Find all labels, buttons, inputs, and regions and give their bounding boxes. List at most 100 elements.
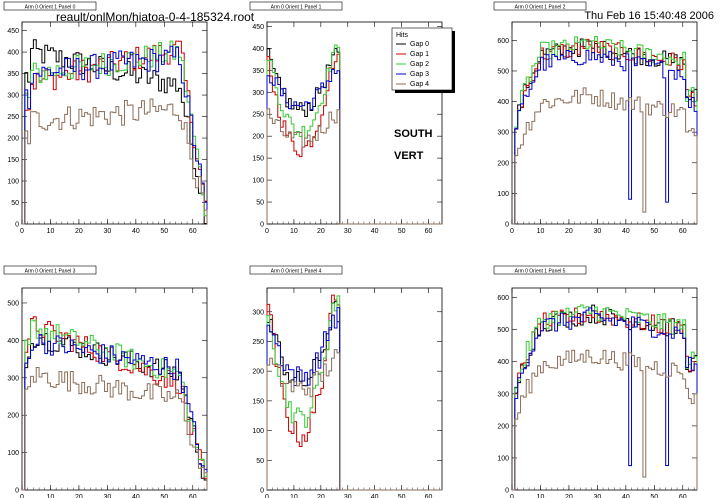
x-tick-label: 60	[679, 228, 687, 235]
y-tick-label: 200	[7, 136, 19, 143]
x-tick-label: 10	[47, 228, 55, 235]
y-tick-label: 250	[252, 339, 264, 346]
y-tick-label: 0	[260, 222, 264, 229]
panel-title: Arm 0 Orient 1 Panel 0	[25, 5, 76, 11]
legend-entry: Gap 2	[410, 61, 429, 68]
x-tick-label: 0	[510, 494, 514, 498]
y-tick-label: 500	[7, 300, 19, 307]
y-tick-label: 150	[252, 156, 264, 163]
panel-title-box	[249, 1, 343, 11]
x-tick-label: 50	[160, 228, 168, 235]
series-gap-0	[22, 333, 208, 491]
arm-label-south: SOUTH	[394, 128, 433, 140]
legend-entry: Gap 0	[410, 41, 429, 48]
timestamp: Thu Feb 16 15:40:48 2006	[584, 10, 714, 22]
y-tick-label: 150	[252, 398, 264, 405]
x-tick-label: 20	[75, 494, 83, 498]
legend-title: Hits	[396, 32, 409, 39]
x-tick-label: 30	[344, 228, 352, 235]
x-tick-label: 20	[317, 228, 325, 235]
series-gap-2	[512, 304, 698, 491]
x-tick-label: 40	[132, 494, 140, 498]
y-tick-label: 350	[252, 68, 264, 75]
panel-title-box	[3, 1, 97, 11]
series-gap-0	[266, 301, 442, 491]
panel-2: Arm 0 Orient 1 Panel 20 10 20 30 40 50 6001002…	[493, 1, 698, 235]
y-tick-label: 400	[497, 99, 509, 106]
series-gap-2	[266, 295, 442, 491]
series-gap-3	[22, 45, 208, 225]
y-tick-label: 200	[252, 134, 264, 141]
panel-title-box	[249, 265, 343, 275]
y-tick-label: 0	[505, 222, 509, 229]
y-tick-label: 50	[256, 458, 264, 465]
x-tick-label: 20	[565, 228, 573, 235]
series-gap-4	[512, 87, 698, 225]
legend-box	[391, 27, 453, 91]
orient-label-vert: VERT	[394, 150, 424, 162]
y-tick-label: 150	[7, 157, 19, 164]
x-tick-label: 40	[622, 494, 630, 498]
y-tick-label: 250	[252, 112, 264, 119]
x-tick-label: 10	[537, 228, 545, 235]
y-tick-label: 100	[252, 428, 264, 435]
x-tick-label: 50	[650, 494, 658, 498]
series-gap-2	[512, 36, 698, 225]
x-tick-label: 50	[398, 228, 406, 235]
legend-entry: Gap 1	[410, 51, 429, 58]
series-gap-2	[22, 40, 208, 225]
panel-5: Arm 0 Orient 1 Panel 50 10 20 30 40 50 6001002…	[493, 265, 698, 498]
x-tick-label: 50	[398, 494, 406, 498]
x-tick-label: 10	[290, 228, 298, 235]
plot-frame	[21, 287, 208, 491]
y-tick-label: 300	[7, 93, 19, 100]
y-tick-label: 0	[260, 488, 264, 495]
x-tick-label: 0	[265, 228, 269, 235]
x-tick-label: 0	[265, 494, 269, 498]
plot-frame	[21, 21, 208, 225]
y-tick-label: 100	[497, 191, 509, 198]
x-tick-label: 40	[371, 494, 379, 498]
panel-title: Arm 0 Orient 1 Panel 5	[515, 269, 566, 275]
y-tick-label: 200	[497, 423, 509, 430]
y-tick-label: 200	[252, 369, 264, 376]
y-tick-label: 50	[256, 200, 264, 207]
y-tick-label: 600	[497, 295, 509, 302]
x-tick-label: 40	[132, 228, 140, 235]
x-tick-label: 30	[344, 494, 352, 498]
y-tick-label: 500	[497, 327, 509, 334]
series-gap-1	[22, 316, 208, 491]
x-tick-label: 40	[371, 228, 379, 235]
y-tick-label: 350	[7, 71, 19, 78]
series-gap-3	[512, 307, 698, 491]
y-tick-label: 300	[252, 90, 264, 97]
x-tick-label: 30	[593, 494, 601, 498]
x-tick-label: 10	[537, 494, 545, 498]
y-tick-label: 250	[7, 114, 19, 121]
x-tick-label: 20	[317, 494, 325, 498]
panel-1: Arm 0 Orient 1 Panel 1 0 10 20 30 40 50 60 0 50 10…	[249, 1, 443, 235]
plot-frame	[511, 21, 698, 225]
y-tick-label: 600	[497, 38, 509, 45]
x-tick-label: 30	[103, 228, 111, 235]
series-gap-3	[22, 334, 208, 491]
series-gap-4	[266, 349, 442, 491]
panel-title: Arm 0 Orient 1 Panel 2	[515, 5, 566, 11]
x-tick-label: 30	[103, 494, 111, 498]
series-gap-0	[512, 38, 698, 225]
y-tick-label: 300	[252, 309, 264, 316]
y-tick-label: 0	[505, 488, 509, 495]
x-tick-label: 60	[189, 228, 197, 235]
panel-3: Arm 0 Orient 1 Panel 3 0 10 20 30 40 50 60 0 100 2…	[3, 265, 208, 498]
series-gap-2	[22, 319, 208, 491]
panel-0: Arm 0 Orient 1 Panel 0 0 10 20 30 40 50 60 0 50 10…	[3, 1, 208, 235]
x-tick-label: 10	[290, 494, 298, 498]
y-tick-label: 500	[497, 68, 509, 75]
series-gap-4	[266, 108, 442, 225]
x-tick-label: 60	[425, 494, 433, 498]
y-tick-label: 450	[7, 28, 19, 35]
x-tick-label: 40	[622, 228, 630, 235]
x-tick-label: 20	[75, 228, 83, 235]
